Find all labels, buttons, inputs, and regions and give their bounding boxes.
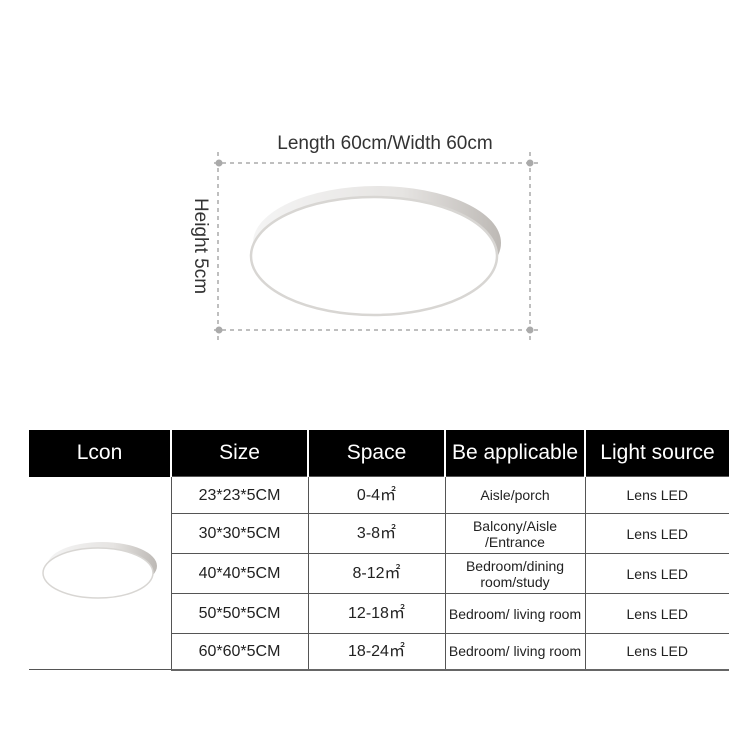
header-icon: Lcon — [29, 430, 171, 477]
size-cell: 40*40*5CM — [170, 553, 309, 594]
size-cell: 50*50*5CM — [170, 593, 309, 634]
dimension-lines — [214, 152, 540, 340]
applicable-cell: Bedroom/ living room — [444, 633, 586, 671]
spec-table: Lcon Size Space Be applicable Light sour… — [29, 430, 729, 671]
table-row: 40*40*5CM 8-12㎡ Bedroom/dining room/stud… — [29, 553, 729, 594]
header-space: Space — [307, 430, 445, 477]
applicable-cell: Bedroom/dining room/study — [444, 553, 586, 594]
applicable-cell: Balcony/Aisle /Entrance — [444, 513, 586, 554]
header-applicable: Be applicable — [444, 430, 585, 477]
table-row: 50*50*5CM 12-18㎡ Bedroom/ living room Le… — [29, 593, 729, 634]
space-cell: 12-18㎡ — [307, 593, 446, 634]
dimension-markers — [215, 159, 534, 334]
space-cell: 3-8㎡ — [307, 513, 446, 554]
space-cell: 8-12㎡ — [307, 553, 446, 594]
light-source-cell: Lens LED — [584, 633, 729, 671]
length-width-label: Length 60cm/Width 60cm — [277, 133, 493, 154]
height-label: Height 5cm — [190, 197, 211, 295]
applicable-cell: Bedroom/ living room — [444, 593, 586, 634]
light-source-cell: Lens LED — [584, 476, 729, 514]
table-row: 30*30*5CM 3-8㎡ Balcony/Aisle /Entrance L… — [29, 513, 729, 554]
header-light-source: Light source — [584, 430, 729, 477]
header-size: Size — [170, 430, 308, 477]
space-cell: 18-24㎡ — [307, 633, 446, 671]
lamp-dimension-drawing — [214, 152, 540, 340]
lamp-icon-cell — [29, 476, 172, 670]
table-row: 23*23*5CM 0-4㎡ Aisle/porch Lens LED — [29, 476, 729, 670]
size-cell: 60*60*5CM — [170, 633, 309, 671]
size-cell: 23*23*5CM — [170, 476, 309, 514]
ceiling-lamp-image — [249, 186, 501, 317]
light-source-cell: Lens LED — [584, 553, 729, 594]
table-header-row: Lcon Size Space Be applicable Light sour… — [29, 430, 729, 477]
table-row: 60*60*5CM 18-24㎡ Bedroom/ living room Le… — [29, 633, 729, 671]
light-source-cell: Lens LED — [584, 513, 729, 554]
light-source-cell: Lens LED — [584, 593, 729, 634]
lamp-thumbnail-icon — [42, 541, 157, 599]
space-cell: 0-4㎡ — [307, 476, 446, 514]
applicable-cell: Aisle/porch — [444, 476, 586, 514]
size-cell: 30*30*5CM — [170, 513, 309, 554]
